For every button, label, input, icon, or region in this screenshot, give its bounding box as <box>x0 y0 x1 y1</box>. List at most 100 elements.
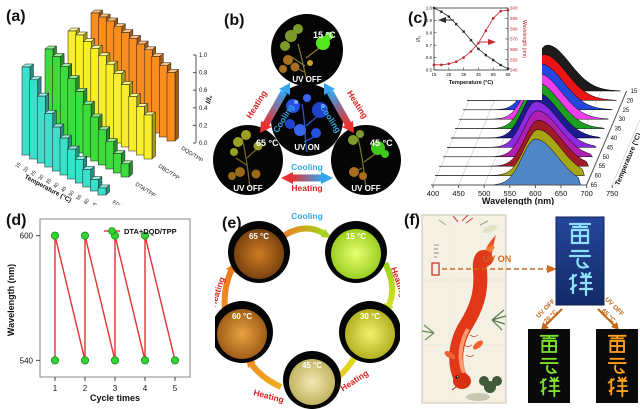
cooling-label: Cooling <box>291 162 323 172</box>
inset-right-tick: 570 <box>510 37 518 42</box>
heating-label: Heating <box>389 266 400 299</box>
x-tick-label: 700 <box>580 189 593 198</box>
z-tick-label: 0.8 <box>199 71 208 77</box>
photo-15c: 15 °C UV OFF <box>271 14 343 86</box>
temp-tick-label: 45 <box>60 186 68 194</box>
temp-label: 65 °C <box>256 138 279 148</box>
inset-left-arrow-icon <box>438 17 446 23</box>
temp-tick-label: 65 <box>91 202 99 205</box>
x-tick-label: 500 <box>478 189 491 198</box>
z-tick-label: 0.6 <box>199 88 208 94</box>
cycle-line-chart: 540 600 1 2 3 4 5 DTA+DQD/TPP Wavelength (nm) Cyc… <box>6 218 191 403</box>
photo-65c: 65 °C UV OFF <box>213 125 283 195</box>
data-point <box>51 356 60 365</box>
data-point <box>81 356 90 365</box>
temp-tick-label: 55 <box>75 194 83 202</box>
y-axis-label: Wavelength (nm) <box>6 264 16 336</box>
bar-DTA/TPP-65 <box>120 160 134 178</box>
temp-tick-label: 40 <box>611 136 618 142</box>
z-axis-label: I/I₀ <box>205 94 213 104</box>
panel-a-label: (a) <box>6 8 26 25</box>
uv-off-label: UV OFF <box>233 184 262 193</box>
temp-tick-label: 20 <box>627 98 634 104</box>
z-tick-label: 0.2 <box>199 123 208 129</box>
inset-right-tick: 580 <box>510 26 518 31</box>
bar3d-chart: 0.0 0.2 0.4 0.6 0.8 1.0 I/I₀ 152025303540455055… <box>15 9 213 205</box>
data-point <box>81 231 90 240</box>
powder-65c: 65 °C <box>228 221 290 283</box>
y-tick-label: 540 <box>20 356 34 365</box>
photo-uv-on: UV ON <box>271 84 343 156</box>
heating-label: Heating <box>244 89 269 121</box>
panel-c: (c) 15 20 25 30 35 40 45 50 55 60 65 Temperature (°… <box>400 0 640 205</box>
red-grass <box>452 214 474 224</box>
panel-f: (f) <box>400 205 640 410</box>
inset-left-tick: 0.6 <box>426 55 433 60</box>
inset-chart: 0.5 0.6 0.7 0.8 0.9 1.0 540 550 560 570 580 590 600 1… <box>410 4 542 100</box>
series-label-DQD/TPP: DQD/TPP <box>180 146 204 165</box>
cooling-label: Cooling <box>291 211 323 221</box>
x-tick-label: 400 <box>427 189 440 198</box>
photo-45c: 45 °C UV OFF <box>331 125 401 195</box>
x-tick-label: 1 <box>53 384 58 393</box>
x-tick-label: 4 <box>143 384 148 393</box>
series-label-DBC/TPP: DBC/TPP <box>157 164 181 182</box>
temp-tick-label: 15 <box>15 162 23 170</box>
panel-b-diagram: 15 °C UV OFF 65 °C UV OFF 45 °C <box>213 14 401 195</box>
x-tick-label: 650 <box>555 189 568 198</box>
inset-left-label: I/I₀ <box>416 36 422 42</box>
data-point <box>111 356 120 365</box>
bar-DBC/TPP-65 <box>143 111 157 160</box>
x-tick-label: 600 <box>529 189 542 198</box>
temp-tick-label: 50 <box>68 190 76 198</box>
panel-a: (a) 0.0 0.2 0.4 0.6 0.8 1.0 I/I₀ 15 20 25 30 35 40 45… <box>0 0 213 205</box>
temp-tick-label: 30 <box>37 174 45 182</box>
panel-b: (b) 15 °C <box>212 0 402 205</box>
inset-x-tick: 15 <box>431 72 437 77</box>
inset-left-tick: 1.0 <box>426 6 433 11</box>
data-point <box>140 356 149 365</box>
frond-left <box>421 324 435 341</box>
inset-x-tick: 25 <box>446 72 452 77</box>
x-axis-label: Cycle times <box>90 393 140 403</box>
z-tick-label: 1.0 <box>199 53 208 59</box>
frond-right <box>491 309 507 331</box>
inset-right-tick: 540 <box>510 68 518 73</box>
panel-d: (d) 540 600 1 2 3 4 5 DTA+DQD/TPP Wavelength (nm… <box>0 205 215 410</box>
arrow-cooling-65-15: Cooling <box>283 211 332 238</box>
temp-tick-label: 20 <box>22 166 30 174</box>
panel-c-label: (c) <box>408 10 428 27</box>
inset-right-label: Wavelength (nm) <box>521 20 527 58</box>
x-tick-label: 3 <box>113 384 118 393</box>
temp-tick-label: 25 <box>623 108 630 114</box>
inset-right-tick: 560 <box>510 47 518 52</box>
temp-tick-label: 15 <box>631 89 638 95</box>
temp-tick-label: 35 <box>615 127 622 133</box>
y-tick-label: 600 <box>20 232 34 241</box>
inset-left-tick: 0.7 <box>426 43 433 48</box>
temp-tick-label: 40 <box>53 182 61 190</box>
koi-fish <box>444 235 496 391</box>
temp-tick-label: 50 <box>603 155 610 161</box>
temp-label: 45 °C <box>370 138 393 148</box>
calligraphy-orange-panel <box>596 329 638 403</box>
heating-label: Heating <box>291 183 322 193</box>
uv-off-label: UV OFF <box>351 184 380 193</box>
temp-tick-label: 45 <box>607 145 614 151</box>
z-tick-label: 0.0 <box>199 141 208 147</box>
z-tick-label: 0.4 <box>199 106 208 112</box>
legend-label: DTA+DQD/TPP <box>124 227 177 236</box>
bar-DQD/TPP-65 <box>166 68 180 142</box>
data-point <box>51 231 60 240</box>
inscription <box>434 244 439 258</box>
inset-x-label: Temperature (°C) <box>449 80 493 86</box>
x-tick-label: 550 <box>504 189 517 198</box>
arrow-heating-cooling-bottom: Cooling Heating <box>281 162 333 193</box>
panel-e: (e) <box>215 205 400 410</box>
x-tick-label: 5 <box>173 384 178 393</box>
heating-label: Heating <box>215 276 227 309</box>
temp-label: 15 °C <box>313 30 336 40</box>
panel-b-label: (b) <box>224 12 245 29</box>
uv-on-label: UV ON <box>294 143 320 152</box>
inset-x-tick: 65 <box>505 72 511 77</box>
